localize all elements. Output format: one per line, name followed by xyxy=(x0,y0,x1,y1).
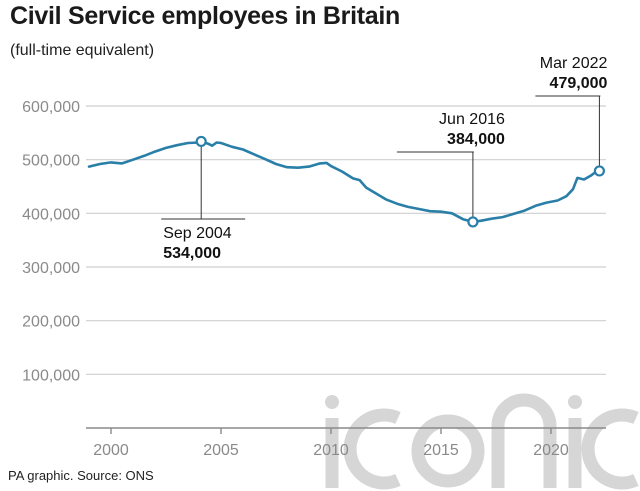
y-tick-label: 100,000 xyxy=(22,367,80,384)
chart-title: Civil Service employees in Britain xyxy=(10,2,400,30)
y-tick-label: 400,000 xyxy=(22,206,80,223)
y-tick-label: 300,000 xyxy=(22,260,80,277)
x-tick-label: 2020 xyxy=(533,442,569,459)
data-point-marker xyxy=(195,135,207,148)
x-tick-label: 2000 xyxy=(93,442,129,459)
x-tick-label: 2010 xyxy=(313,442,349,459)
annotation-value: 479,000 xyxy=(550,75,608,92)
y-tick-label: 500,000 xyxy=(22,153,80,170)
data-point-marker xyxy=(467,216,479,228)
series-line xyxy=(87,140,601,224)
annotation-label: Jun 2016 xyxy=(439,111,505,128)
x-tick-label: 2005 xyxy=(203,442,239,459)
annotation-label: Sep 2004 xyxy=(163,225,232,242)
annotation-value: 384,000 xyxy=(447,131,505,148)
annotation-value: 534,000 xyxy=(163,245,221,262)
y-tick-label: 200,000 xyxy=(22,314,80,331)
data-point-marker xyxy=(593,165,606,177)
annotation-label: Mar 2022 xyxy=(540,55,608,72)
iconic-watermark-logo xyxy=(325,393,639,490)
source-note: PA graphic. Source: ONS xyxy=(8,468,154,483)
x-tick-label: 2015 xyxy=(423,442,459,459)
y-tick-label: 600,000 xyxy=(22,99,80,116)
chart-subtitle: (full-time equivalent) xyxy=(10,42,155,59)
